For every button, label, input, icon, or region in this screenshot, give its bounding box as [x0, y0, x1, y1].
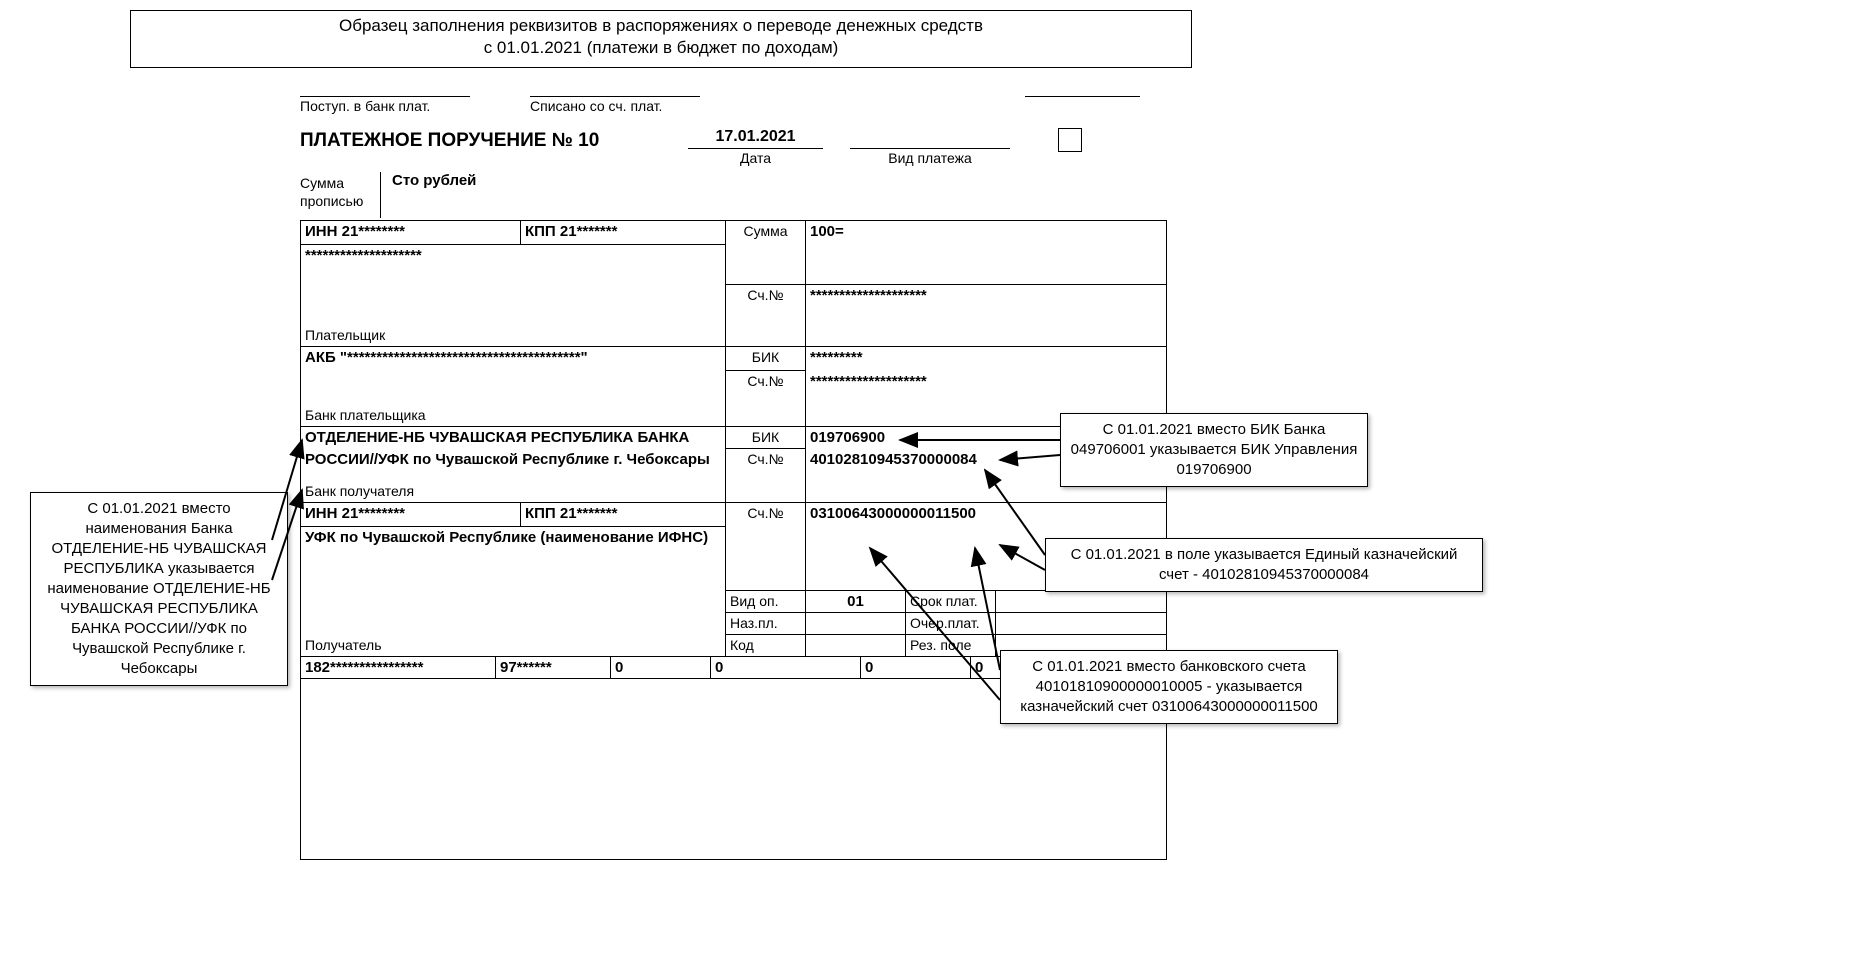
srok-val	[996, 591, 1166, 613]
payer-sch: ********************	[806, 285, 1166, 325]
payer-bank-name: АКБ "***********************************…	[301, 347, 726, 371]
recv-bank-name1: ОТДЕЛЕНИЕ-НБ ЧУВАШСКАЯ РЕСПУБЛИКА БАНКА	[301, 427, 726, 449]
payer-bank-bik: *********	[806, 347, 1166, 371]
payer-stars: ********************	[301, 245, 726, 285]
payer-sch-cont	[806, 325, 1166, 347]
sum-label: Сумма	[726, 221, 806, 245]
doc-title: ПЛАТЕЖНОЕ ПОРУЧЕНИЕ № 10	[300, 130, 599, 152]
payer-bank-body	[301, 371, 726, 395]
payer-bank-sch-cont	[726, 395, 806, 427]
recv-bank-sch-cont	[726, 471, 806, 503]
postup-line	[300, 78, 470, 97]
date-label: Дата	[688, 150, 823, 166]
kod-label: Код	[726, 635, 806, 657]
vid-plat-label: Вид платежа	[850, 150, 1010, 166]
recv-bank-sch-label: Сч.№	[726, 449, 806, 471]
payer-footer: Плательщик	[301, 325, 726, 347]
sum-words-label: Сумма прописью	[300, 172, 381, 218]
recv-inn: ИНН 21********	[301, 503, 521, 527]
checkbox	[1058, 128, 1082, 152]
recv-kpp: КПП 21*******	[521, 503, 726, 527]
payer-sch-label: Сч.№	[726, 285, 806, 325]
recv-bank-name2: РОССИИ//УФК по Чувашской Республике г. Ч…	[301, 449, 726, 471]
br-c3: 0	[611, 657, 711, 679]
spisano-label: Списано со сч. плат.	[530, 98, 662, 114]
recv-body3	[301, 613, 726, 635]
payer-sch-label-cont	[726, 325, 806, 347]
recv-body	[301, 551, 726, 591]
recv-sch-label: Сч.№	[726, 503, 806, 527]
br-c1: 182****************	[301, 657, 496, 679]
callout-r3: С 01.01.2021 вместо банковского счета 40…	[1000, 650, 1338, 724]
doc-date: 17.01.2021	[688, 128, 823, 149]
naz-label: Наз.пл.	[726, 613, 806, 635]
br-c5: 0	[861, 657, 971, 679]
recv-bank-bik-label: БИК	[726, 427, 806, 449]
recv-body2	[301, 591, 726, 613]
vid-plat-line	[850, 128, 1010, 149]
kod-val	[806, 635, 906, 657]
postup-label: Поступ. в банк плат.	[300, 98, 430, 114]
payer-bank-sch: ********************	[806, 371, 1166, 395]
recv-footer: Получатель	[301, 635, 726, 657]
recv-bank-footer: Банк получателя	[301, 471, 726, 503]
sum-words: Сто рублей	[392, 172, 476, 189]
header-line1: Образец заполнения реквизитов в распоряж…	[131, 15, 1191, 37]
rez-label: Рез. поле	[906, 635, 996, 657]
spisano-line	[530, 78, 700, 97]
header-line2: с 01.01.2021 (платежи в бюджет по дохода…	[131, 37, 1191, 59]
sum-value: 100=	[806, 221, 1166, 245]
callout-r1: С 01.01.2021 вместо БИК Банка 049706001 …	[1060, 413, 1368, 487]
top-right-line	[1025, 78, 1140, 97]
sum-span	[806, 245, 1166, 285]
recv-sch: 03100643000000011500	[806, 503, 1166, 527]
sum-label-span	[726, 245, 806, 285]
vid-op-label: Вид оп.	[726, 591, 806, 613]
naz-val	[806, 613, 906, 635]
payer-kpp: КПП 21*******	[521, 221, 726, 245]
ocher-label: Очер.плат.	[906, 613, 996, 635]
payer-bank-bik-label: БИК	[726, 347, 806, 371]
recv-name: УФК по Чувашской Республике (наименовани…	[301, 527, 726, 551]
recv-sch-span1	[726, 551, 806, 591]
header-box: Образец заполнения реквизитов в распоряж…	[130, 10, 1192, 68]
payer-bank-sch-label: Сч.№	[726, 371, 806, 395]
payer-body	[301, 285, 726, 325]
payment-form: ИНН 21******** КПП 21******* Сумма 100= …	[300, 220, 1167, 860]
payer-inn: ИНН 21********	[301, 221, 521, 245]
payer-bank-footer: Банк плательщика	[301, 395, 726, 427]
srok-label: Срок плат.	[906, 591, 996, 613]
ocher-val	[996, 613, 1166, 635]
callout-r2: С 01.01.2021 в поле указывается Единый к…	[1045, 538, 1483, 592]
br-c2: 97******	[496, 657, 611, 679]
recv-sch-label-cont	[726, 527, 806, 551]
callout-left: С 01.01.2021 вместо наименования Банка О…	[30, 492, 288, 686]
br-c4: 0	[711, 657, 861, 679]
vid-op: 01	[806, 591, 906, 613]
